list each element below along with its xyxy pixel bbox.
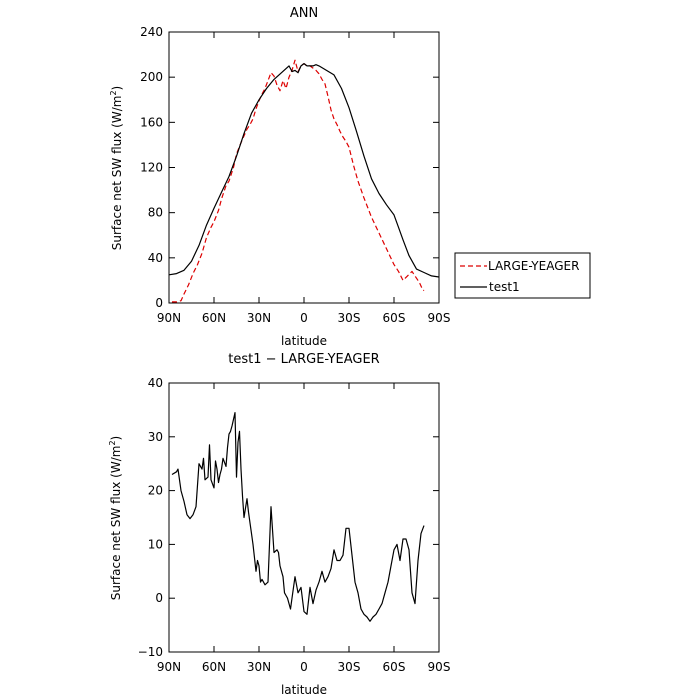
top-xtick-label-6: 90S	[428, 311, 451, 325]
top-y-axis-label-close: )	[110, 86, 124, 91]
bottom-ytick-label-3: 20	[148, 484, 163, 498]
bottom-y-axis-label-sup: 2	[108, 440, 117, 445]
bottom-xtick-label-6: 90S	[428, 660, 451, 674]
bottom-xtick-label-1: 60N	[202, 660, 226, 674]
bottom-x-axis-label: latitude	[281, 683, 327, 697]
bottom-ytick-label-1: 0	[155, 591, 163, 605]
top-x-axis: 90N 60N 30N 0 30S 60S 90S	[157, 32, 451, 325]
bottom-series-test1-large-yeager	[171, 412, 425, 622]
bottom-y-axis: −10 0 10 20 30 40	[138, 376, 439, 659]
top-xtick-label-0: 90N	[157, 311, 181, 325]
top-xtick-label-5: 60S	[383, 311, 406, 325]
bottom-xtick-label-2: 30N	[247, 660, 271, 674]
top-ytick-label-6: 240	[140, 25, 163, 39]
bottom-xtick-label-3: 0	[300, 660, 308, 674]
top-series-group	[168, 59, 440, 303]
top-y-axis-label-sup: 2	[109, 90, 118, 95]
bottom-series-group	[171, 412, 425, 622]
top-ytick-label-2: 80	[148, 206, 163, 220]
top-chart-title: ANN	[290, 6, 318, 21]
top-ytick-label-1: 40	[148, 251, 163, 265]
legend-label-test1: test1	[489, 280, 520, 294]
top-y-axis-label: Surface net SW flux (W/m2)	[109, 86, 124, 250]
bottom-x-axis: 90N 60N 30N 0 30S 60S 90S	[157, 383, 451, 674]
top-xtick-label-4: 30S	[338, 311, 361, 325]
top-ytick-label-5: 200	[140, 70, 163, 84]
top-ytick-label-4: 160	[140, 115, 163, 129]
bottom-chart-title: test1 − LARGE-YEAGER	[228, 352, 379, 367]
legend-box	[454, 252, 591, 299]
top-y-axis-label-text: Surface net SW flux (W/m	[110, 96, 124, 251]
bottom-xtick-label-4: 30S	[338, 660, 361, 674]
top-ytick-label-3: 120	[140, 161, 163, 175]
bottom-ytick-label-2: 10	[148, 537, 163, 551]
top-y-axis: 0 40 80 120 160 200 240	[140, 25, 439, 310]
top-ytick-label-0: 0	[155, 296, 163, 310]
top-x-axis-label: latitude	[281, 334, 327, 348]
legend-label-large-yeager: LARGE-YEAGER	[488, 259, 579, 273]
top-xtick-label-1: 60N	[202, 311, 226, 325]
legend: LARGE-YEAGER test1	[454, 252, 591, 299]
bottom-ytick-label-5: 40	[148, 376, 163, 390]
top-series-large-yeager	[172, 59, 425, 303]
bottom-xtick-label-5: 60S	[383, 660, 406, 674]
top-plot-frame	[168, 31, 440, 304]
bottom-xtick-label-0: 90N	[157, 660, 181, 674]
bottom-y-axis-label-close: )	[109, 436, 123, 441]
bottom-y-axis-label: Surface net SW flux (W/m2)	[108, 436, 123, 600]
bottom-ytick-label-4: 30	[148, 430, 163, 444]
top-xtick-label-2: 30N	[247, 311, 271, 325]
bottom-ytick-label-0: −10	[138, 645, 163, 659]
top-series-test1	[168, 62, 440, 278]
top-xtick-label-3: 0	[300, 311, 308, 325]
bottom-y-axis-label-text: Surface net SW flux (W/m	[109, 446, 123, 601]
